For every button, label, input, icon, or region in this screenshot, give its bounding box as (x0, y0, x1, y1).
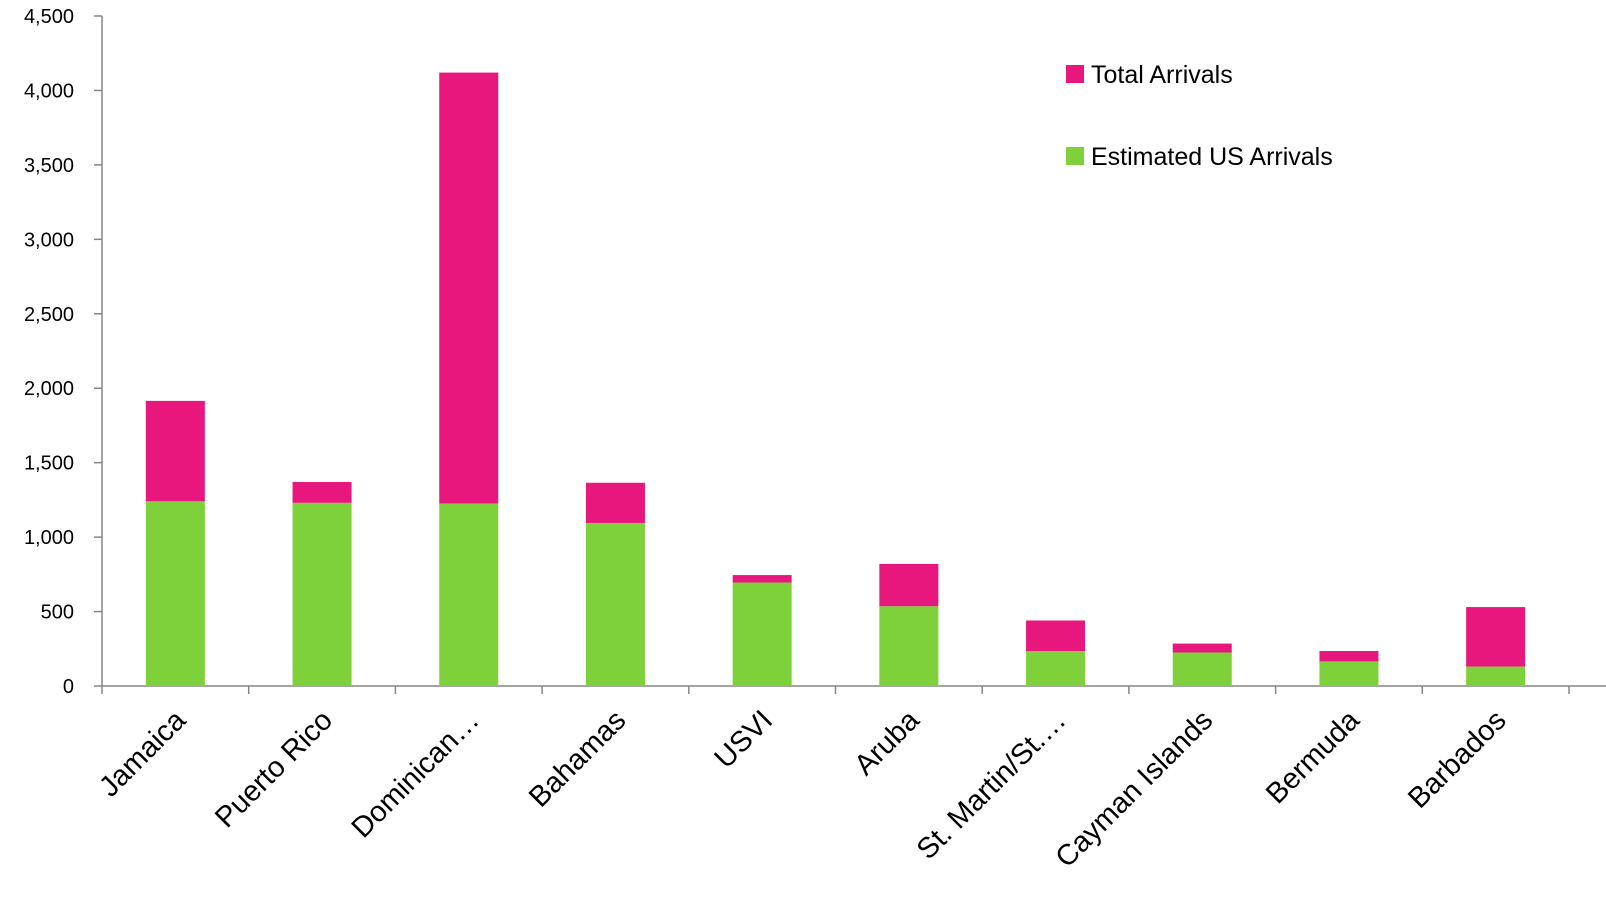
y-tick-label: 2,500 (24, 304, 74, 326)
legend-label: Total Arrivals (1091, 61, 1233, 89)
bar-group-aruba (879, 563, 939, 686)
x-tick-label: Jamaica (93, 704, 193, 804)
legend-label: Estimated US Arrivals (1091, 143, 1333, 171)
legend-swatch (1066, 65, 1084, 83)
x-tick-label: Bahamas (523, 704, 632, 813)
bar-group-jamaica (145, 400, 205, 686)
bar-group-dominican (439, 72, 499, 686)
bar-estimated-us-arrivals (1026, 651, 1086, 686)
bar-estimated-us-arrivals (585, 522, 645, 686)
y-tick-label: 1,500 (24, 453, 74, 475)
bar-total-arrivals (1172, 643, 1232, 653)
y-tick-label: 0 (63, 676, 74, 698)
legend: Total Arrivals Estimated US Arrivals (1066, 61, 1333, 171)
legend-item: Estimated US Arrivals (1066, 143, 1333, 171)
bar-estimated-us-arrivals (145, 501, 205, 686)
axes: 0 500 1,000 1,500 2,000 2,500 3,000 3,500 4,000 4… (24, 6, 1606, 698)
bar-estimated-us-arrivals (732, 582, 792, 686)
bar-total-arrivals (1466, 607, 1526, 667)
bar-estimated-us-arrivals (1466, 666, 1526, 686)
bar-group-bermuda (1319, 651, 1379, 686)
bar-estimated-us-arrivals (1172, 652, 1232, 686)
y-tick-label: 3,500 (24, 155, 74, 177)
bar-total-arrivals (145, 400, 205, 502)
y-axis-ticks: 0 500 1,000 1,500 2,000 2,500 3,000 3,500 4,000 4… (24, 6, 102, 698)
legend-item: Total Arrivals (1066, 61, 1233, 89)
bar-group-puerto-rico (292, 482, 352, 686)
y-tick-label: 2,000 (24, 378, 74, 400)
bar-total-arrivals (292, 482, 352, 503)
y-tick-label: 4,500 (24, 6, 74, 28)
bars (145, 72, 1526, 686)
bar-estimated-us-arrivals (292, 502, 352, 686)
x-tick-label: St. Martin/St.… (911, 704, 1073, 866)
bar-group-st-martin-st (1026, 620, 1086, 686)
bar-total-arrivals (732, 575, 792, 583)
x-axis-ticks (101, 686, 1570, 694)
bar-group-bahamas (585, 482, 645, 686)
x-tick-label: Aruba (848, 704, 926, 782)
bar-total-arrivals (1026, 620, 1086, 652)
y-tick-label: 3,000 (24, 229, 74, 251)
x-tick-label: Cayman Islands (1050, 704, 1220, 874)
x-axis-labels: Jamaica Puerto Rico Dominican… Bahamas USVI A… (93, 704, 1512, 874)
x-tick-label: Dominican… (346, 704, 486, 844)
bar-estimated-us-arrivals (439, 503, 499, 686)
bar-group-barbados (1466, 607, 1526, 686)
x-tick-label: Puerto Rico (209, 704, 339, 834)
bar-total-arrivals (439, 72, 499, 504)
y-tick-label: 4,000 (24, 80, 74, 102)
bar-estimated-us-arrivals (1319, 661, 1379, 686)
bar-total-arrivals (1319, 651, 1379, 662)
bar-total-arrivals (585, 482, 645, 523)
x-tick-label: USVI (709, 704, 779, 774)
y-tick-label: 500 (41, 602, 74, 624)
legend-swatch (1066, 147, 1084, 165)
bar-total-arrivals (879, 563, 939, 607)
bar-group-cayman-islands (1172, 643, 1232, 686)
y-tick-label: 1,000 (24, 527, 74, 549)
x-tick-label: Barbados (1402, 704, 1512, 814)
x-tick-label: Bermuda (1260, 704, 1366, 810)
bar-group-usvi (732, 575, 792, 686)
bar-estimated-us-arrivals (879, 606, 939, 686)
